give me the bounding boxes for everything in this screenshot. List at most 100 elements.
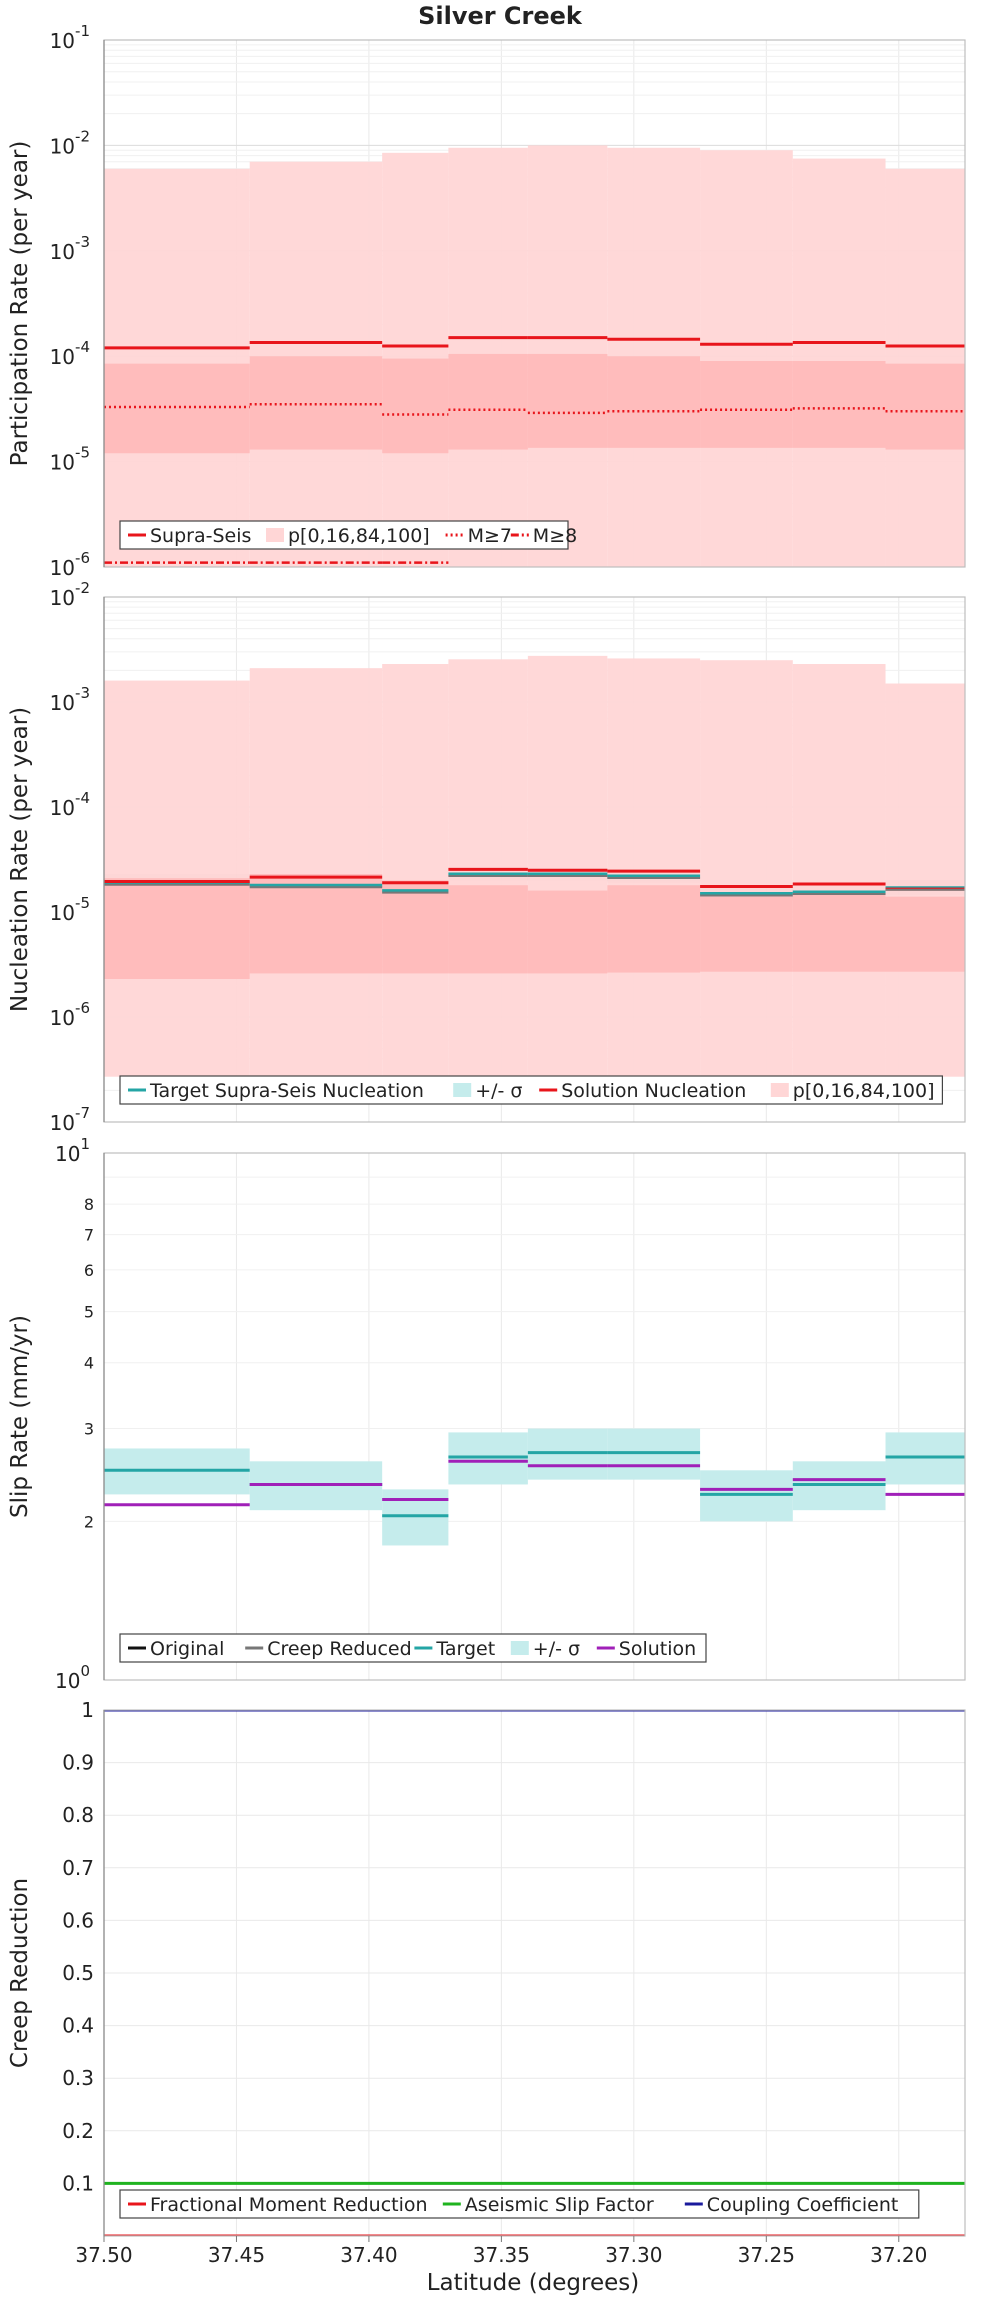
band-inner [527,890,608,974]
band-outer [527,655,608,1077]
y-tick-exponent: -1 [75,22,90,40]
legend-entry: Supra-Seis [150,525,251,547]
y-tick-label: 10-4 [50,338,90,369]
legend-entry: Fractional Moment Reduction [150,2194,428,2216]
band-outer [885,683,965,1077]
legend-entry: Target [435,1638,495,1660]
band-outer [700,150,793,567]
legend-entry: p[0,16,84,100] [288,525,430,547]
band-inner [885,896,965,972]
y-tick-label: 0.4 [62,2014,94,2038]
y-tick-label: 0.3 [62,2066,94,2090]
y-tick-label: 10-5 [50,894,90,925]
band-inner [700,896,793,972]
y-tick-label: 10-5 [50,444,90,475]
band-outer [700,660,793,1077]
y-minor-tick-label: 5 [84,1303,94,1322]
y-tick-label: 10-7 [50,1104,90,1135]
y-tick-base: 10 [50,240,75,264]
legend-entry: Solution [619,1638,696,1660]
y-tick-label: 0.1 [62,2171,94,2195]
band-inner [607,356,701,448]
y-minor-tick-label: 8 [84,1195,94,1214]
legend-patch [266,528,284,542]
band-inner [527,353,608,448]
y-tick-exponent: -3 [75,684,90,702]
y-axis-label: Participation Rate (per year) [7,141,33,467]
y-tick-base: 10 [50,556,75,580]
y-minor-tick-label: 3 [84,1420,94,1439]
band-outer [607,658,701,1077]
y-tick-base: 10 [50,796,75,820]
band-outer [249,668,383,1077]
y-tick-label: 10-4 [50,789,90,820]
band-inner [607,885,701,973]
plot-marks [104,145,965,567]
y-axis-label: Slip Rate (mm/yr) [7,1315,33,1518]
x-tick-label: 37.20 [870,2243,927,2267]
y-tick-base: 10 [55,1142,80,1166]
x-axis-label: Latitude (degrees) [427,2270,640,2296]
legend-patch [453,1083,472,1097]
legend-box [119,2189,920,2219]
legend-entry: Target Supra-Seis Nucleation [149,1080,424,1102]
legend-entry: Solution Nucleation [561,1080,746,1102]
y-tick-exponent: -2 [75,579,90,597]
chart-title: Silver Creek [418,2,583,30]
y-tick-exponent: 0 [80,1662,90,1680]
x-axis: 37.50 37.45 37.40 37.35 37.30 37.25 37.20 [75,2236,927,2267]
band-inner [448,885,528,974]
band-inner [792,361,886,448]
plot-marks [104,655,965,1077]
y-tick-exponent: -5 [75,444,90,462]
legend-entry: Coupling Coefficient [707,2194,899,2216]
legend-patch [770,1083,789,1097]
y-tick-label: 101 [55,1135,90,1166]
y-minor-tick-label: 2 [84,1512,94,1531]
y-tick-exponent: -6 [75,999,90,1017]
y-tick-label: 0.8 [62,1803,94,1827]
band-inner [885,363,965,450]
band-inner [382,880,449,974]
y-tick-label: 10-3 [50,684,90,715]
legend-box [119,1075,944,1105]
y-tick-label: 10-6 [50,999,90,1030]
legend-swatch [770,1083,789,1097]
legend-entry: +/- σ [475,1080,522,1102]
y-tick-exponent: 1 [80,1135,90,1153]
band-inner [249,874,383,974]
x-tick-label: 37.35 [473,2243,530,2267]
x-tick-label: 37.40 [340,2243,397,2267]
y-tick-exponent: -5 [75,894,90,912]
y-tick-label: 10-6 [50,549,90,580]
band-inner [249,356,383,450]
y-tick-exponent: -6 [75,549,90,567]
y-axis-label: Nucleation Rate (per year) [7,707,33,1012]
legend-box [119,520,569,550]
y-tick-label: 0.7 [62,1856,94,1880]
y-axis-label: Creep Reduction [7,1878,33,2068]
y-tick-exponent: -2 [75,127,90,145]
band-inner [104,878,250,980]
y-tick-exponent: -7 [75,1104,90,1122]
x-tick-label: 37.50 [75,2243,132,2267]
y-tick-label: 10-3 [50,233,90,264]
legend-entry: Creep Reduced [267,1638,411,1660]
y-tick-exponent: -4 [75,338,90,356]
y-tick-base: 10 [50,1111,75,1135]
x-tick-label: 37.45 [208,2243,265,2267]
legend-swatch [510,1641,529,1655]
legend-swatch [266,528,284,542]
x-tick-label: 37.30 [605,2243,662,2267]
band-inner [382,358,449,454]
band-inner [700,361,793,448]
y-tick-base: 10 [55,1669,80,1693]
y-tick-label: 10-2 [50,579,90,610]
legend-entry: Original [150,1638,224,1660]
legend-entry: Aseismic Slip Factor [465,2194,654,2216]
y-tick-label: 0.5 [62,1961,94,1985]
y-tick-label: 1 [81,1698,94,1722]
plot-marks [104,1710,965,2236]
